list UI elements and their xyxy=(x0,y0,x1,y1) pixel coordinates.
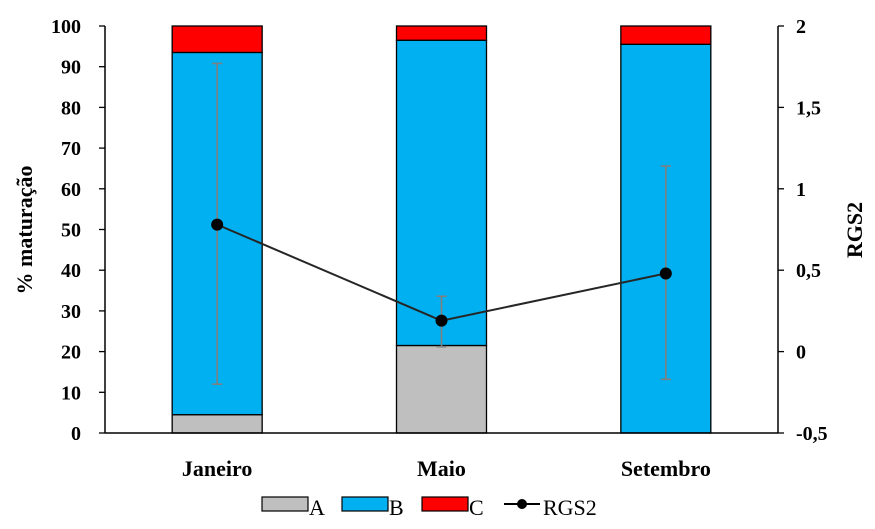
legend-label-rgs2: RGS2 xyxy=(543,495,597,520)
bar-c-janeiro xyxy=(171,25,263,54)
y-left-tick-label: 50 xyxy=(61,220,81,242)
y-left-tick-label: 90 xyxy=(61,57,81,79)
legend-label-b: B xyxy=(389,495,404,520)
rgs2-point-janeiro xyxy=(211,218,224,231)
bar-a-maio xyxy=(395,344,488,434)
rgs2-line-layer xyxy=(211,62,672,385)
y-right-tick-label: 1 xyxy=(796,179,806,201)
bar-c-maio xyxy=(395,25,488,41)
x-tick-label-maio: Maio xyxy=(417,456,466,481)
legend-label-c: C xyxy=(469,495,484,520)
legend-label-a: A xyxy=(309,495,325,520)
legend-swatch-b xyxy=(341,496,389,512)
y-left-tick-label: 80 xyxy=(61,97,81,119)
rgs2-point-maio xyxy=(435,314,448,327)
y-left-tick-label: 100 xyxy=(51,16,81,38)
y-right-tick-label: 1,5 xyxy=(796,97,821,119)
legend-swatch-a xyxy=(261,496,309,512)
legend: A B C RGS2 xyxy=(261,495,597,520)
x-tick-label-setembro: Setembro xyxy=(621,456,711,481)
ticks-layer: 0 10 20 30 40 50 60 70 80 90 100 -0,5 0 0,5 1 1,5 2 Janei… xyxy=(51,16,828,481)
legend-swatch-rgs2-marker xyxy=(517,499,527,509)
y-right-tick-label: 0,5 xyxy=(796,260,821,282)
rgs2-point-setembro xyxy=(659,267,672,280)
y-left-tick-label: 30 xyxy=(61,301,81,323)
y-left-tick-label: 40 xyxy=(61,260,81,282)
y-right-tick-label: 2 xyxy=(796,16,806,38)
y-axis-right-title: RGS2 xyxy=(842,202,867,258)
y-left-tick-label: 70 xyxy=(61,138,81,160)
y-left-tick-label: 0 xyxy=(71,423,81,445)
x-tick-label-janeiro: Janeiro xyxy=(182,456,252,481)
y-left-tick-label: 20 xyxy=(61,342,81,364)
legend-swatch-c xyxy=(421,496,469,512)
bar-c-setembro xyxy=(620,25,712,45)
bar-a-janeiro xyxy=(171,414,263,434)
y-right-tick-label: 0 xyxy=(796,342,806,364)
y-right-tick-label: -0,5 xyxy=(796,423,828,445)
y-axis-left-title: % maturação xyxy=(12,166,37,295)
bar-b-maio xyxy=(395,39,488,347)
y-left-tick-label: 60 xyxy=(61,179,81,201)
y-left-tick-label: 10 xyxy=(61,382,81,404)
bars-layer xyxy=(171,25,712,434)
